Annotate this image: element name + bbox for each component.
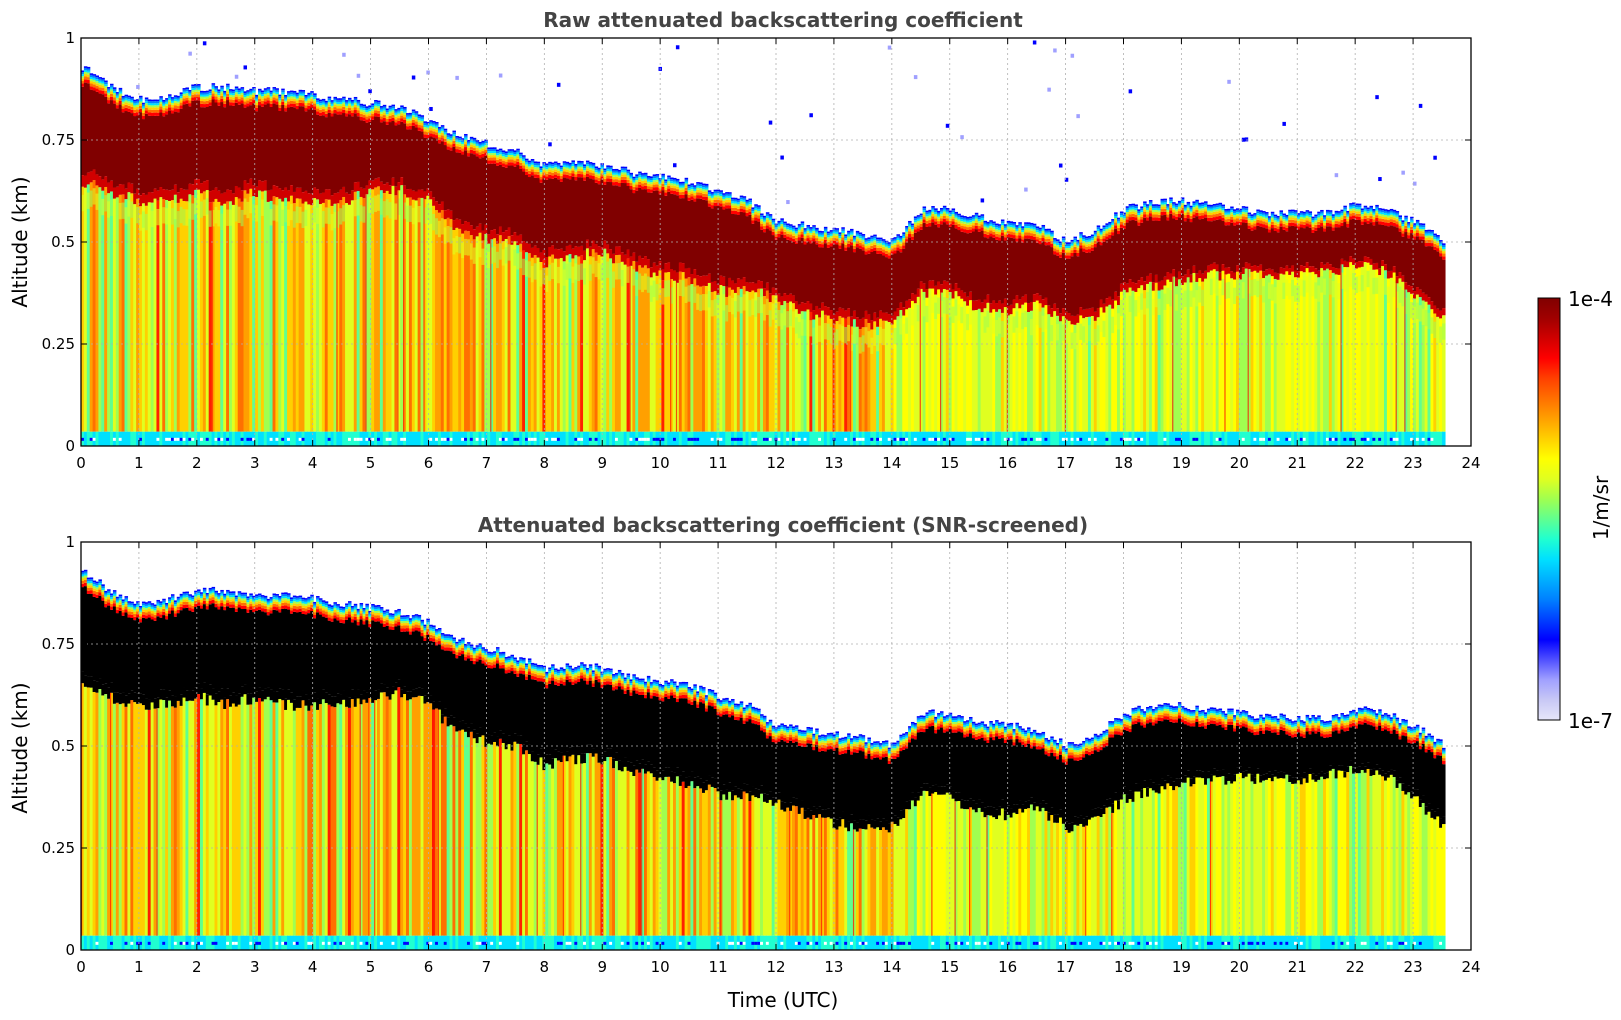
x-tick-label: 8 xyxy=(540,454,550,472)
y-tick-label: 0.25 xyxy=(42,335,75,353)
x-tick-label: 16 xyxy=(998,958,1017,976)
x-tick-label: 12 xyxy=(766,454,785,472)
colorbar-min-label: 1e-7 xyxy=(1568,709,1613,733)
x-tick-label: 23 xyxy=(1404,958,1423,976)
y-tick-label: 0.25 xyxy=(42,839,75,857)
x-tick-label: 14 xyxy=(882,958,901,976)
x-tick-label: 12 xyxy=(766,958,785,976)
x-tick-label: 1 xyxy=(134,454,144,472)
x-tick-label: 11 xyxy=(709,958,728,976)
x-tick-label: 0 xyxy=(76,454,86,472)
x-tick-label: 19 xyxy=(1172,454,1191,472)
x-tick-label: 3 xyxy=(250,958,260,976)
x-axis-label: Time (UTC) xyxy=(727,988,839,1012)
x-tick-label: 4 xyxy=(308,454,318,472)
x-tick-label: 21 xyxy=(1288,958,1307,976)
x-tick-label: 8 xyxy=(540,958,550,976)
x-tick-label: 22 xyxy=(1346,454,1365,472)
x-tick-label: 7 xyxy=(482,454,492,472)
y-tick-label: 0 xyxy=(65,941,75,959)
colorbar: 1e-4 1e-7 1/m/sr xyxy=(1537,287,1613,733)
x-tick-label: 11 xyxy=(709,454,728,472)
x-tick-label: 10 xyxy=(651,958,670,976)
x-tick-label: 3 xyxy=(250,454,260,472)
y-axis-label: Altitude (km) xyxy=(8,176,32,307)
x-tick-label: 4 xyxy=(308,958,318,976)
x-tick-label: 13 xyxy=(824,958,843,976)
y-tick-label: 0.5 xyxy=(51,233,75,251)
x-tick-label: 13 xyxy=(824,454,843,472)
x-tick-label: 2 xyxy=(192,958,202,976)
x-tick-label: 1 xyxy=(134,958,144,976)
x-tick-label: 6 xyxy=(424,958,434,976)
y-tick-label: 0.5 xyxy=(51,737,75,755)
panel-title: Attenuated backscattering coefficient (S… xyxy=(478,513,1088,537)
y-tick-label: 1 xyxy=(65,29,75,47)
x-tick-label: 6 xyxy=(424,454,434,472)
x-tick-label: 15 xyxy=(940,454,959,472)
x-tick-label: 22 xyxy=(1346,958,1365,976)
x-tick-label: 21 xyxy=(1288,454,1307,472)
x-tick-label: 24 xyxy=(1461,454,1480,472)
x-tick-label: 9 xyxy=(597,454,607,472)
y-tick-label: 0.75 xyxy=(42,131,75,149)
y-tick-label: 1 xyxy=(65,533,75,551)
x-tick-label: 19 xyxy=(1172,958,1191,976)
x-tick-label: 0 xyxy=(76,958,86,976)
x-tick-label: 7 xyxy=(482,958,492,976)
colorbar-unit-label: 1/m/sr xyxy=(1589,475,1613,540)
colorbar-max-label: 1e-4 xyxy=(1568,287,1613,311)
x-tick-label: 15 xyxy=(940,958,959,976)
x-tick-label: 20 xyxy=(1230,958,1249,976)
plot-area: 0 1 2 3 4 5 6 7 8 9 10 11 12 13 14 15 16 17 18 19 20 21 22 23 24… xyxy=(42,533,1481,976)
y-tick-label: 0 xyxy=(65,437,75,455)
x-tick-label: 18 xyxy=(1114,454,1133,472)
x-tick-label: 5 xyxy=(366,958,376,976)
x-tick-label: 17 xyxy=(1056,454,1075,472)
x-tick-label: 10 xyxy=(651,454,670,472)
panel-title: Raw attenuated backscattering coefficien… xyxy=(543,8,1023,32)
x-tick-label: 9 xyxy=(597,958,607,976)
raw-backscatter-panel: Raw attenuated backscattering coefficien… xyxy=(8,8,1481,472)
screened-backscatter-panel: Attenuated backscattering coefficient (S… xyxy=(8,513,1481,1012)
x-tick-label: 2 xyxy=(192,454,202,472)
heatmap-image xyxy=(81,38,1471,446)
x-tick-label: 18 xyxy=(1114,958,1133,976)
x-tick-label: 5 xyxy=(366,454,376,472)
x-tick-label: 23 xyxy=(1404,454,1423,472)
y-axis-label: Altitude (km) xyxy=(8,682,32,813)
y-tick-label: 0.75 xyxy=(42,635,75,653)
x-tick-label: 17 xyxy=(1056,958,1075,976)
x-tick-label: 14 xyxy=(882,454,901,472)
colorbar-gradient xyxy=(1537,297,1561,721)
x-tick-label: 24 xyxy=(1461,958,1480,976)
x-tick-label: 16 xyxy=(998,454,1017,472)
x-tick-label: 20 xyxy=(1230,454,1249,472)
plot-area: 0 1 2 3 4 5 6 7 8 9 10 11 12 13 14 15 16 17 18 19 20 21 22 23 24… xyxy=(42,29,1481,472)
